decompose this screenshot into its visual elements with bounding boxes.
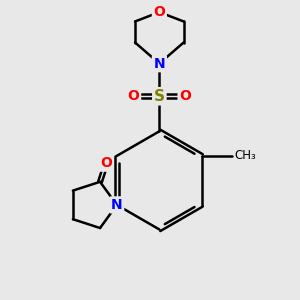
Text: N: N (154, 56, 165, 70)
Text: N: N (111, 198, 123, 212)
Text: S: S (154, 89, 165, 104)
Text: N: N (154, 56, 165, 70)
Text: O: O (179, 89, 191, 103)
Text: O: O (128, 89, 140, 103)
Text: CH₃: CH₃ (235, 149, 256, 162)
Text: O: O (153, 5, 165, 19)
Text: O: O (100, 156, 112, 170)
